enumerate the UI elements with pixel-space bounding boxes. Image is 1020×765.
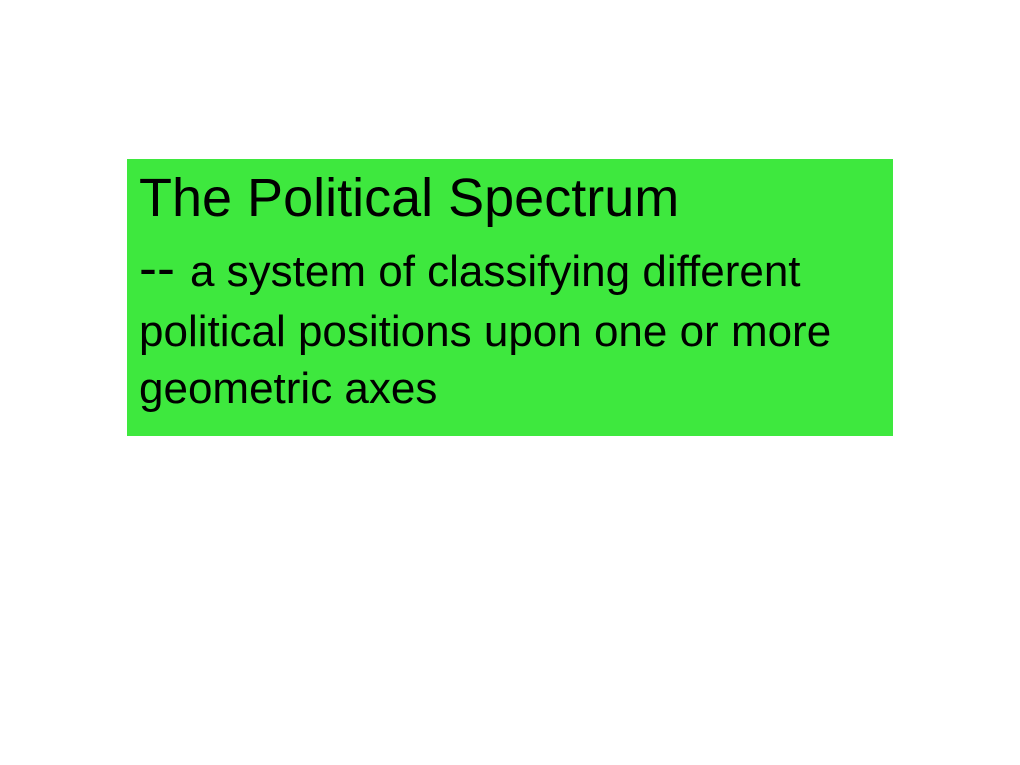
definition-dashes: -- — [139, 238, 190, 298]
definition-text: a system of classifying different politi… — [139, 247, 831, 413]
slide-definition: -- a system of classifying different pol… — [139, 233, 881, 418]
slide-title: The Political Spectrum — [139, 167, 881, 229]
definition-box: The Political Spectrum -- a system of cl… — [127, 159, 893, 436]
